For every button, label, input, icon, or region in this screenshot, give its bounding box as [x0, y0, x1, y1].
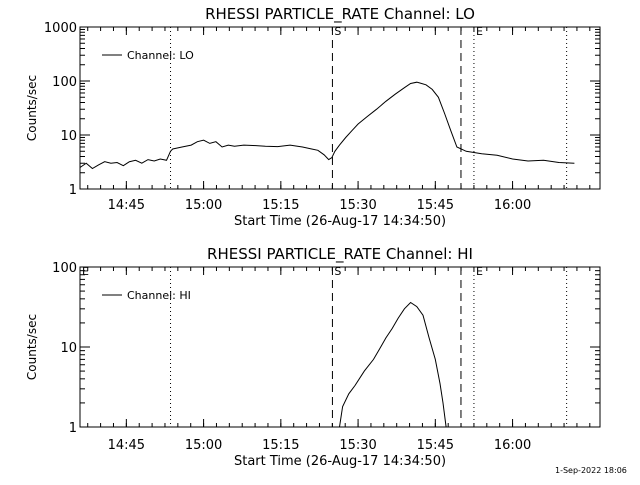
chart-panel-1: RHESSI PARTICLE_RATE Channel: LO 14:45 15:…	[25, 5, 601, 229]
chart-title: RHESSI PARTICLE_RATE Channel: HI	[207, 245, 473, 264]
y-tick-label: 10	[60, 129, 77, 144]
x-tick-label: 14:45	[108, 438, 145, 453]
chart-panel-2: RHESSI PARTICLE_RATE Channel: HI 14:45 15:…	[25, 245, 601, 469]
y-tick-label: 1	[69, 421, 77, 436]
x-tick-label: 15:30	[339, 438, 376, 453]
marker-label: E	[476, 25, 483, 38]
marker-label: E	[82, 265, 89, 278]
x-tick-label: 15:30	[339, 198, 376, 213]
x-axis-label: Start Time (26-Aug-17 14:34:50)	[234, 214, 446, 229]
x-tick-label: 15:15	[262, 198, 299, 213]
x-tick-label: 15:15	[262, 438, 299, 453]
x-tick-label: 15:00	[185, 438, 222, 453]
x-tick-label: 15:45	[417, 438, 454, 453]
x-tick-label: 16:00	[494, 438, 531, 453]
y-tick-label: 1000	[44, 21, 77, 36]
legend-label: Channel: LO	[127, 49, 194, 62]
y-tick-label: 100	[52, 261, 77, 276]
x-axis-label: Start Time (26-Aug-17 14:34:50)	[234, 454, 446, 469]
y-tick-label: 10	[60, 341, 77, 356]
footer-timestamp: 1-Sep-2022 18:06	[555, 466, 627, 475]
x-tick-label: 15:00	[185, 198, 222, 213]
y-tick-label: 1	[69, 183, 77, 198]
marker-label: S	[334, 265, 341, 278]
chart-title: RHESSI PARTICLE_RATE Channel: LO	[205, 5, 475, 24]
marker-label: E	[476, 265, 483, 278]
marker-label: S	[334, 25, 341, 38]
legend-label: Channel: HI	[127, 289, 191, 302]
plot-frame	[79, 26, 601, 190]
x-tick-label: 15:45	[417, 198, 454, 213]
x-tick-label: 16:00	[494, 198, 531, 213]
y-axis-label: Counts/sec	[25, 314, 39, 380]
series-line-1	[79, 81, 575, 170]
y-axis-label: Counts/sec	[25, 75, 39, 141]
x-tick-label: 14:45	[108, 198, 145, 213]
y-tick-label: 100	[52, 75, 77, 90]
series-line-2	[339, 301, 447, 428]
